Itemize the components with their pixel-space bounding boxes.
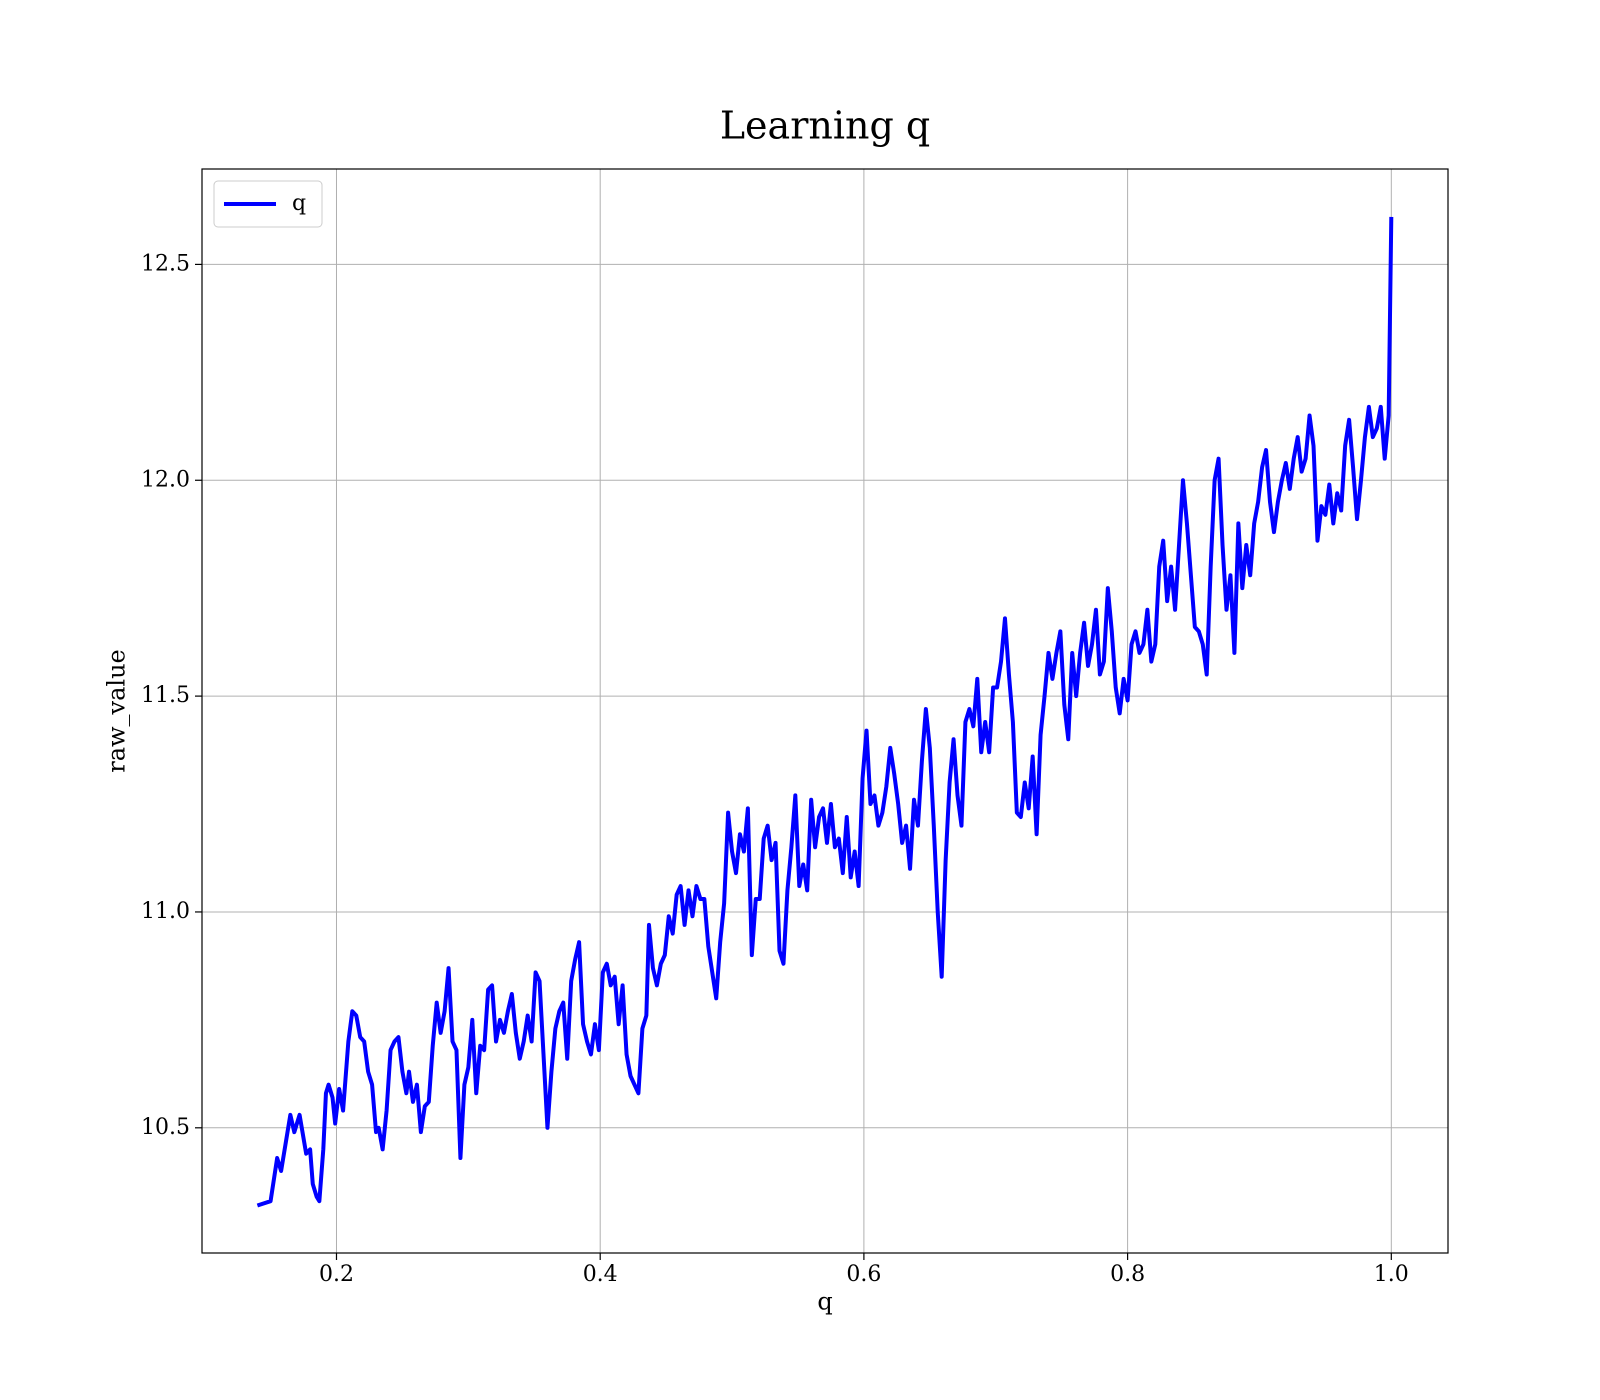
x-tick-label: 0.8 — [1110, 1262, 1145, 1287]
x-tick-label: 0.4 — [583, 1262, 618, 1287]
x-tick-label: 0.2 — [319, 1262, 354, 1287]
y-tick-label: 11.5 — [141, 683, 190, 708]
legend-label: q — [292, 191, 306, 216]
plot-frame — [201, 168, 1449, 1254]
y-axis-label: raw_value — [103, 649, 131, 773]
y-tick-label: 12.5 — [141, 251, 190, 276]
chart-title: Learning q — [720, 104, 930, 148]
y-tick-label: 12.0 — [141, 467, 190, 492]
x-tick-label: 0.6 — [846, 1262, 881, 1287]
line-series — [256, 216, 1394, 1208]
y-tick-label: 11.0 — [141, 899, 190, 924]
x-axis-label: q — [817, 1288, 832, 1316]
y-tick-label: 10.5 — [141, 1115, 190, 1140]
x-tick-label: 1.0 — [1374, 1262, 1409, 1287]
